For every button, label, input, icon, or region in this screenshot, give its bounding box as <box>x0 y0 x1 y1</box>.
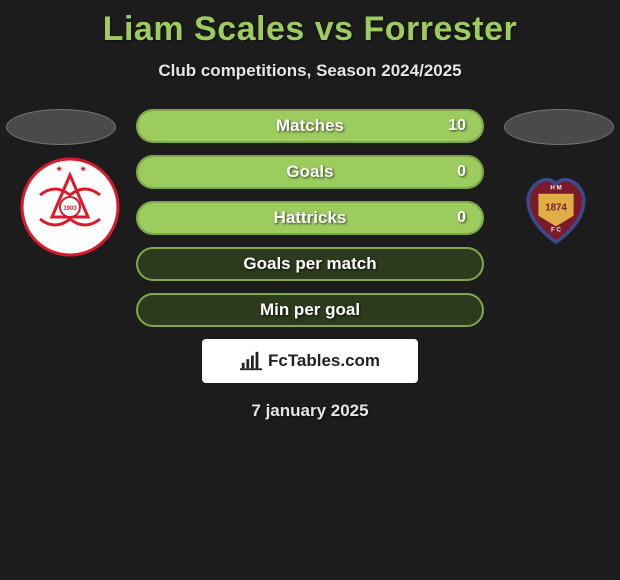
player-right-column: 1874 H M F C <box>500 109 620 257</box>
stat-bar-min-per-goal: Min per goal <box>136 293 484 327</box>
player-left-column: 1903 ★ ★ <box>0 109 120 257</box>
hearts-badge-icon: 1874 H M F C <box>512 163 600 251</box>
stat-value: 0 <box>457 163 466 181</box>
svg-text:F C: F C <box>551 227 561 234</box>
club-right-badge: 1874 H M F C <box>506 157 606 257</box>
stat-value: 10 <box>448 117 466 135</box>
stat-label: Min per goal <box>260 300 360 320</box>
attribution-box: FcTables.com <box>202 339 418 383</box>
stat-label: Matches <box>276 116 344 136</box>
svg-text:1903: 1903 <box>63 206 77 212</box>
player-right-avatar <box>504 109 614 145</box>
player-left-avatar <box>6 109 116 145</box>
subtitle: Club competitions, Season 2024/2025 <box>0 61 620 81</box>
stat-bars: Matches 10 Goals 0 Hattricks 0 Goals per… <box>136 109 484 327</box>
stat-bar-matches: Matches 10 <box>136 109 484 143</box>
svg-text:1874: 1874 <box>545 203 567 214</box>
svg-text:★: ★ <box>80 165 87 173</box>
bars-chart-icon <box>240 350 262 372</box>
club-left-badge: 1903 ★ ★ <box>20 157 120 257</box>
stat-label: Goals <box>286 162 333 182</box>
stat-bar-hattricks: Hattricks 0 <box>136 201 484 235</box>
page-title: Liam Scales vs Forrester <box>0 0 620 49</box>
date-line: 7 january 2025 <box>0 401 620 421</box>
stat-bar-goals-per-match: Goals per match <box>136 247 484 281</box>
aberdeen-badge-icon: 1903 ★ ★ <box>20 157 120 257</box>
svg-text:H M: H M <box>550 184 561 191</box>
stat-value: 0 <box>457 209 466 227</box>
comparison-panel: 1903 ★ ★ 1874 H M F C Matches 10 Goals <box>0 109 620 421</box>
stat-label: Goals per match <box>243 254 376 274</box>
attribution-text: FcTables.com <box>268 351 380 371</box>
svg-text:★: ★ <box>56 165 63 173</box>
stat-bar-goals: Goals 0 <box>136 155 484 189</box>
stat-label: Hattricks <box>274 208 347 228</box>
